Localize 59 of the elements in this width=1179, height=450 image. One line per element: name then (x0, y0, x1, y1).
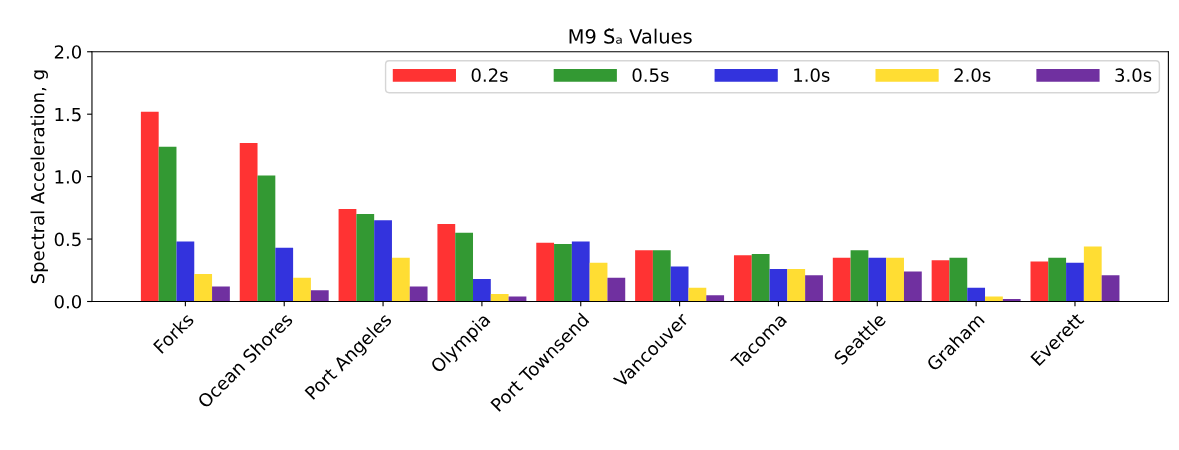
chart-title: M9 S̃ₐ Values (569, 28, 692, 44)
bar (310, 290, 329, 302)
legend-label: 0.5s (632, 68, 669, 82)
bar (769, 269, 788, 302)
bar (338, 209, 357, 302)
y-tick-label: 2.0 (54, 45, 82, 59)
bar (437, 224, 456, 302)
bar (868, 257, 887, 302)
bar (931, 260, 950, 302)
bar (589, 262, 608, 302)
bar (607, 277, 626, 302)
bar (554, 244, 572, 302)
bar (751, 254, 770, 302)
bar (706, 295, 725, 302)
bar (903, 271, 922, 302)
bar (374, 220, 392, 302)
bar (158, 146, 177, 302)
bar (1048, 257, 1067, 302)
bar (257, 175, 276, 302)
bar (140, 111, 159, 302)
bar (275, 247, 294, 302)
bar (1083, 246, 1102, 302)
bar (239, 142, 258, 302)
bar (490, 294, 509, 302)
bar (652, 250, 671, 302)
legend-label: 2.0s (954, 68, 991, 82)
bar (571, 241, 590, 302)
bar (787, 269, 806, 302)
bar (409, 286, 428, 302)
bar (473, 279, 491, 302)
legend-label: 1.0s (794, 68, 830, 82)
bar (212, 286, 230, 302)
legend-label: 0.2s (471, 68, 508, 82)
bar (635, 250, 653, 302)
bar (455, 232, 474, 302)
bar (391, 257, 410, 302)
y-tick-label: 1.0 (55, 170, 82, 184)
bar (1066, 262, 1084, 302)
bar (949, 257, 968, 302)
bar (356, 214, 375, 302)
y-tick-label: 0.0 (54, 294, 82, 309)
bar (194, 274, 213, 302)
bar (688, 287, 707, 302)
bar (293, 277, 311, 302)
bar (832, 257, 851, 302)
bar (805, 275, 823, 302)
bar (967, 287, 986, 302)
legend-label: 3.0s (1115, 68, 1152, 82)
bar (536, 242, 555, 302)
bar (670, 266, 689, 302)
bar (886, 257, 904, 302)
y-tick-label: 1.5 (55, 107, 81, 122)
y-tick-label: 0.5 (54, 232, 81, 247)
bar (850, 250, 869, 302)
y-axis-title: Spectral Acceleration, g (30, 70, 48, 284)
bar (1030, 261, 1049, 302)
bar (176, 241, 195, 302)
bar (733, 255, 752, 302)
bar (1101, 275, 1120, 302)
